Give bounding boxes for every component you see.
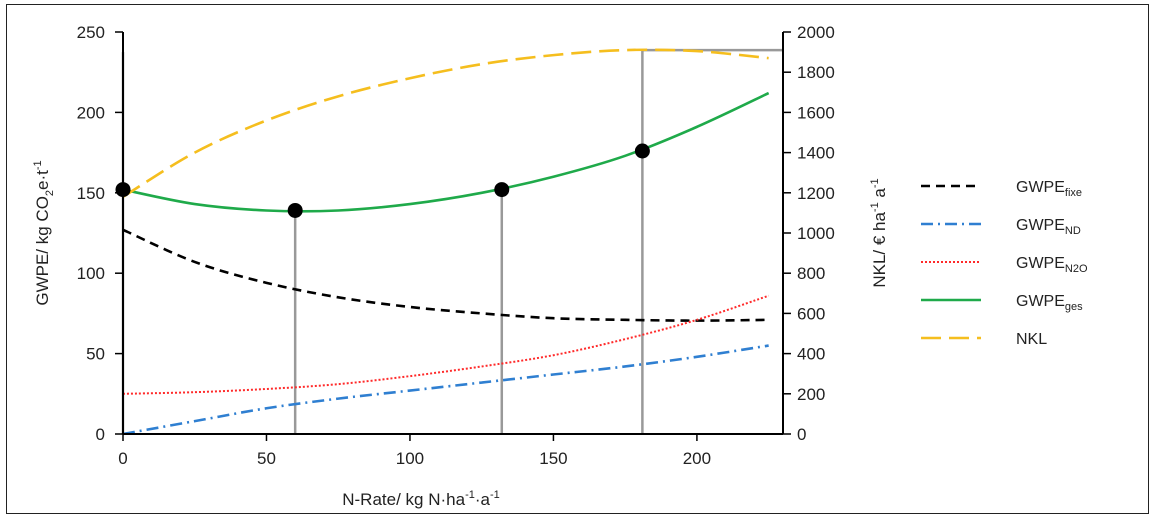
- x-axis-title: N-Rate/ kg N·ha-1·a-1: [342, 489, 500, 509]
- y-axis-left-title: GWPE/ kg CO2e·t-1: [32, 160, 56, 305]
- y-left-tick-label: 100: [77, 264, 105, 283]
- y-right-tick-label: 1800: [797, 63, 835, 82]
- x-tick-label: 150: [539, 449, 567, 468]
- optimum-marker-1: [287, 202, 303, 218]
- chart-frame: [6, 4, 1149, 514]
- legend-label-gwpe-fixe: GWPEfixe: [1016, 179, 1082, 199]
- series-line-nkl: [122, 48, 769, 198]
- y-right-tick-label: 1000: [797, 224, 835, 243]
- optimum-marker-3: [634, 143, 650, 159]
- y-left-tick-label: 0: [96, 425, 105, 444]
- y-right-tick-label: 1400: [797, 144, 835, 163]
- legend-label-nkl: NKL: [1016, 331, 1047, 348]
- x-tick-label: 50: [257, 449, 276, 468]
- legend: GWPEfixe GWPEND GWPEN2O GWPEges NKL: [921, 179, 1088, 348]
- y-right-tick-label: 400: [797, 345, 825, 364]
- y-left-tick-label: 50: [86, 345, 105, 364]
- y-right-tick-label: 1600: [797, 103, 835, 122]
- y-right-tick-label: 2000: [797, 23, 835, 42]
- x-tick-label: 200: [683, 449, 711, 468]
- optimum-marker-2: [494, 182, 510, 198]
- y-left-tick-label: 200: [77, 103, 105, 122]
- series-line-gwpe-fixe: [122, 228, 769, 322]
- x-tick-label: 0: [118, 449, 127, 468]
- y-right-tick-label: 600: [797, 304, 825, 323]
- series-line-gwpe-nd: [122, 344, 769, 436]
- y-right-tick-label: 0: [797, 425, 806, 444]
- x-tick-label: 100: [396, 449, 424, 468]
- legend-label-gwpe-nd: GWPEND: [1016, 217, 1081, 237]
- y-right-tick-label: 200: [797, 385, 825, 404]
- series-line-gwpe-ges: [122, 91, 770, 213]
- legend-label-gwpe-n2o: GWPEN2O: [1016, 255, 1088, 275]
- y-right-tick-label: 800: [797, 264, 825, 283]
- legend-label-gwpe-ges: GWPEges: [1016, 293, 1083, 313]
- y-left-tick-label: 150: [77, 184, 105, 203]
- y-left-title-main: GWPE/ kg CO: [33, 196, 52, 306]
- y-right-tick-label: 1200: [797, 184, 835, 203]
- y-left-tick-label: 250: [77, 23, 105, 42]
- y-axis-right-title: NKL/ € ha-1 a-1: [869, 178, 889, 287]
